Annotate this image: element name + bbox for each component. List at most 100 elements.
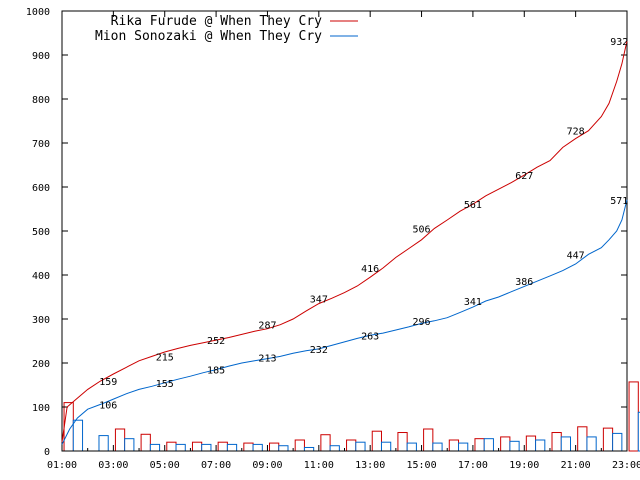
x-tick-label: 05:00: [150, 460, 180, 471]
data-label-mion: 341: [464, 297, 482, 308]
data-label-mion: 232: [310, 345, 328, 356]
data-label-rika: 287: [258, 321, 276, 332]
hourly-bar-rika: [63, 402, 74, 452]
data-label-mion: 213: [258, 353, 276, 364]
hourly-bar-rika: [525, 435, 537, 452]
hourly-bar-rika: [371, 430, 382, 452]
hourly-bar-mion: [458, 442, 469, 452]
data-label-rika: 252: [207, 336, 225, 347]
axes-group: 0 100 200 300 400 500 600 700 800 900 1000 01:00 03:…: [26, 7, 640, 471]
hourly-bar-rika: [217, 441, 228, 452]
hourly-bar-mion: [380, 441, 392, 452]
hourly-bar-rika: [577, 426, 588, 452]
hourly-bar-mion: [175, 443, 186, 452]
data-label-rika: 627: [515, 171, 533, 182]
data-label-rika: 506: [413, 224, 431, 235]
data-label-rika: 561: [464, 200, 482, 211]
y-tick-label: 100: [32, 403, 50, 414]
hourly-bars-group: [63, 381, 640, 452]
hourly-bar-mion: [612, 432, 623, 452]
x-tick-label: 15:00: [406, 460, 436, 471]
x-tick-label: 11:00: [304, 460, 334, 471]
hourly-bar-rika: [474, 438, 485, 452]
hourly-bar-rika: [140, 433, 151, 452]
cumulative-line-mion: [61, 199, 628, 445]
legend-label-rika: Rika Furude @ When They Cry: [111, 14, 322, 29]
hourly-bar-rika: [423, 428, 434, 452]
hourly-bar-mion: [72, 419, 84, 452]
x-tick-label: 19:00: [509, 460, 539, 471]
hourly-bar-mion: [149, 443, 161, 452]
hourly-bar-mion: [509, 440, 520, 452]
y-tick-label: 600: [32, 183, 50, 194]
cumulative-line-rika: [61, 40, 628, 443]
hourly-bar-mion: [252, 443, 263, 452]
data-label-rika: 159: [99, 377, 117, 388]
hourly-bar-rika: [500, 436, 511, 452]
y-tick-label: 0: [44, 447, 50, 458]
data-label-rika: 215: [156, 352, 174, 363]
data-label-mion: 571: [610, 196, 628, 207]
data-label-mion: 155: [156, 379, 174, 390]
hourly-bar-mion: [560, 436, 571, 452]
hourly-bar-rika: [114, 428, 126, 452]
data-label-mion: 386: [515, 277, 533, 288]
x-tick-label: 01:00: [47, 460, 77, 471]
x-tick-label: 07:00: [201, 460, 231, 471]
data-label-rika: 932: [610, 37, 628, 48]
hourly-bar-mion: [329, 445, 340, 452]
y-tick-label: 800: [32, 95, 50, 106]
hourly-bar-rika: [397, 432, 408, 452]
data-label-mion: 447: [567, 250, 585, 261]
hourly-bar-mion: [98, 435, 109, 452]
hourly-bar-mion: [278, 445, 289, 452]
y-tick-label: 400: [32, 271, 50, 282]
hourly-bar-rika: [243, 442, 254, 452]
hourly-bar-mion: [637, 411, 640, 452]
y-tick-label: 200: [32, 359, 50, 370]
hourly-bar-mion: [124, 438, 135, 452]
y-tick-label: 1000: [26, 7, 50, 18]
x-tick-label: 21:00: [561, 460, 591, 471]
x-tick-label: 23:00: [612, 460, 640, 471]
y-tick-label: 700: [32, 139, 50, 150]
y-tick-label: 300: [32, 315, 50, 326]
data-label-mion: 263: [361, 331, 379, 342]
data-label-mion: 106: [99, 400, 117, 411]
hourly-bar-mion: [355, 441, 366, 452]
data-labels-group: 159 215 252 287 347 416 506 561 627 728 932 106 155 1…: [99, 37, 628, 411]
hourly-bar-mion: [535, 439, 546, 452]
hourly-bar-mion: [432, 442, 443, 452]
hourly-bar-mion: [483, 438, 494, 452]
hourly-bar-mion: [201, 443, 212, 452]
data-label-rika: 347: [310, 294, 328, 305]
data-label-mion: 296: [413, 317, 431, 328]
legend-label-mion: Mion Sonozaki @ When They Cry: [95, 29, 322, 44]
hourly-bar-rika: [448, 439, 460, 452]
hourly-bar-rika: [294, 439, 305, 452]
hourly-bar-mion: [226, 443, 238, 452]
data-label-rika: 416: [361, 264, 379, 275]
x-tick-label: 09:00: [252, 460, 282, 471]
hourly-bar-rika: [191, 441, 203, 452]
hourly-bar-rika: [320, 434, 331, 452]
plot-frame: [61, 10, 628, 452]
hourly-bar-rika: [346, 439, 357, 452]
cumulative-lines-group: [61, 40, 628, 445]
hourly-bar-rika: [269, 442, 280, 452]
x-tick-label: 03:00: [98, 460, 128, 471]
hourly-bar-rika: [628, 381, 639, 452]
y-tick-label: 500: [32, 227, 50, 238]
hourly-bar-mion: [406, 442, 417, 452]
hourly-bar-rika: [602, 427, 614, 452]
x-tick-label: 13:00: [355, 460, 385, 471]
hourly-bar-mion: [586, 436, 597, 452]
x-tick-label: 17:00: [458, 460, 488, 471]
data-label-rika: 728: [567, 127, 585, 138]
hourly-bar-mion: [303, 446, 315, 452]
data-label-mion: 185: [207, 366, 225, 377]
hourly-bar-rika: [166, 441, 177, 452]
